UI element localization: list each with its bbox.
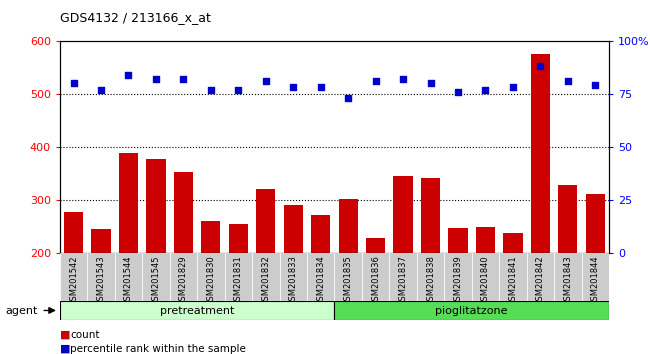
Bar	[64, 212, 83, 253]
Bar	[339, 199, 358, 253]
FancyBboxPatch shape	[499, 253, 526, 302]
Bar	[174, 172, 193, 253]
Text: GSM201844: GSM201844	[591, 255, 600, 306]
Point	[535, 63, 545, 69]
Text: GSM201832: GSM201832	[261, 255, 270, 306]
FancyBboxPatch shape	[472, 253, 499, 302]
Text: GSM201839: GSM201839	[454, 255, 463, 306]
FancyBboxPatch shape	[445, 253, 472, 302]
Text: GSM201837: GSM201837	[398, 255, 408, 306]
Text: GSM201542: GSM201542	[69, 255, 78, 306]
Text: GSM201543: GSM201543	[96, 255, 105, 306]
Point	[68, 80, 79, 86]
Point	[233, 87, 244, 92]
Text: GDS4132 / 213166_x_at: GDS4132 / 213166_x_at	[60, 11, 211, 24]
Text: GSM201842: GSM201842	[536, 255, 545, 306]
Bar	[421, 178, 440, 253]
Bar	[503, 234, 523, 253]
Text: GSM201545: GSM201545	[151, 255, 161, 306]
Bar	[335, 301, 609, 320]
FancyBboxPatch shape	[142, 253, 170, 302]
Bar	[119, 153, 138, 253]
Text: GSM201838: GSM201838	[426, 255, 435, 306]
Text: GSM201835: GSM201835	[344, 255, 353, 306]
Point	[124, 72, 134, 78]
FancyBboxPatch shape	[252, 253, 280, 302]
Text: percentile rank within the sample: percentile rank within the sample	[70, 344, 246, 354]
FancyBboxPatch shape	[526, 253, 554, 302]
Text: GSM201830: GSM201830	[206, 255, 215, 306]
Bar	[366, 238, 385, 253]
Bar	[558, 185, 577, 253]
Bar	[393, 176, 413, 253]
Text: count: count	[70, 330, 99, 339]
Bar	[283, 205, 303, 253]
Point	[178, 76, 188, 82]
Text: ■: ■	[60, 330, 70, 339]
Point	[205, 87, 216, 92]
Bar	[60, 301, 335, 320]
FancyBboxPatch shape	[280, 253, 307, 302]
Bar	[476, 227, 495, 253]
FancyBboxPatch shape	[362, 253, 389, 302]
Text: GSM201544: GSM201544	[124, 255, 133, 306]
Bar	[229, 224, 248, 253]
Point	[590, 82, 601, 88]
Point	[315, 85, 326, 90]
Point	[398, 76, 408, 82]
Point	[261, 78, 271, 84]
FancyBboxPatch shape	[582, 253, 609, 302]
FancyBboxPatch shape	[389, 253, 417, 302]
FancyBboxPatch shape	[197, 253, 225, 302]
Point	[453, 89, 463, 95]
Point	[151, 76, 161, 82]
FancyBboxPatch shape	[307, 253, 335, 302]
Bar	[448, 228, 467, 253]
Bar	[531, 54, 550, 253]
Bar	[146, 159, 166, 253]
Point	[288, 85, 298, 90]
Point	[563, 78, 573, 84]
Point	[480, 87, 491, 92]
Text: GSM201843: GSM201843	[564, 255, 573, 306]
Text: ■: ■	[60, 344, 70, 354]
Text: pretreatment: pretreatment	[160, 306, 234, 316]
Text: GSM201841: GSM201841	[508, 255, 517, 306]
FancyBboxPatch shape	[554, 253, 582, 302]
Text: GSM201829: GSM201829	[179, 255, 188, 306]
Text: GSM201834: GSM201834	[316, 255, 325, 306]
FancyBboxPatch shape	[417, 253, 445, 302]
Point	[425, 80, 436, 86]
Text: agent: agent	[5, 306, 38, 316]
FancyBboxPatch shape	[60, 253, 87, 302]
Bar	[256, 189, 276, 253]
Bar	[92, 229, 110, 253]
FancyBboxPatch shape	[170, 253, 197, 302]
Text: pioglitatzone: pioglitatzone	[436, 306, 508, 316]
Text: GSM201836: GSM201836	[371, 255, 380, 306]
FancyBboxPatch shape	[87, 253, 114, 302]
Text: GSM201840: GSM201840	[481, 255, 490, 306]
FancyBboxPatch shape	[225, 253, 252, 302]
Bar	[586, 194, 605, 253]
Text: GSM201833: GSM201833	[289, 255, 298, 306]
Point	[370, 78, 381, 84]
Point	[96, 87, 106, 92]
FancyBboxPatch shape	[335, 253, 362, 302]
Bar	[202, 221, 220, 253]
Text: GSM201831: GSM201831	[234, 255, 243, 306]
FancyBboxPatch shape	[114, 253, 142, 302]
Point	[343, 95, 354, 101]
Bar	[311, 215, 330, 253]
Point	[508, 85, 518, 90]
